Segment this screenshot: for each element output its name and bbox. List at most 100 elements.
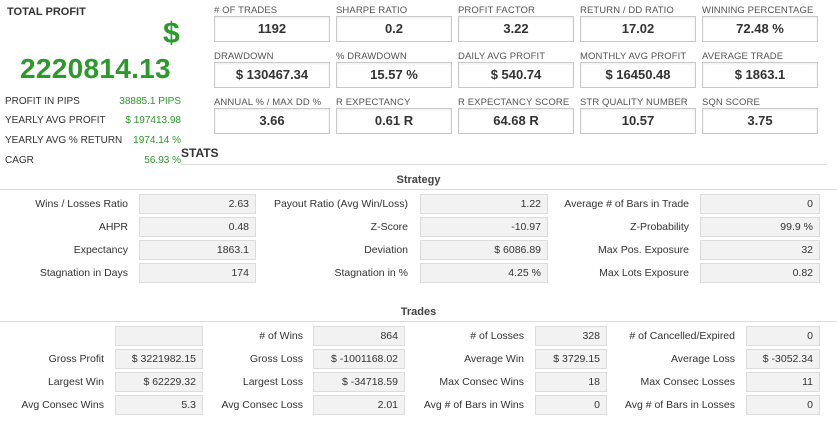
stat-value: 4.25 % xyxy=(420,263,548,283)
trade-value: 0 xyxy=(746,395,820,415)
stat-label: Z-Score xyxy=(370,221,408,233)
metric-value: 0.2 xyxy=(336,16,452,42)
yearly-avg-return-row: YEARLY AVG % RETURN 1974.14 % xyxy=(5,134,181,148)
stat-label: Deviation xyxy=(364,244,408,256)
metric-value: $ 540.74 xyxy=(458,62,574,88)
trade-label: Avg Consec Loss xyxy=(221,399,303,411)
dollar-icon: $ xyxy=(163,17,180,50)
divider xyxy=(0,189,837,190)
metric-value: 0.61 R xyxy=(336,108,452,134)
metric-label: ANNUAL % / MAX DD % xyxy=(214,97,322,108)
metric-label: STR QUALITY NUMBER xyxy=(580,97,688,108)
stat-value: 0.48 xyxy=(139,217,256,237)
metric-value: $ 16450.48 xyxy=(580,62,696,88)
stat-value: 1863.1 xyxy=(139,240,256,260)
yearly-avg-profit-value: $ 197413.98 xyxy=(125,115,181,126)
trade-value: $ 62229.32 xyxy=(115,372,203,392)
cagr-label: CAGR xyxy=(5,155,34,166)
trade-label: # of Cancelled/Expired xyxy=(629,330,735,342)
trade-value: 0 xyxy=(535,395,607,415)
stat-label: Stagnation in Days xyxy=(39,267,128,279)
trades-title: Trades xyxy=(400,306,437,318)
stat-label: Z-Probability xyxy=(630,221,689,233)
cagr-row: CAGR 56.93 % xyxy=(5,154,181,168)
metric-value: 17.02 xyxy=(580,16,696,42)
metric-value: 10.57 xyxy=(580,108,696,134)
trade-value: 0 xyxy=(746,326,820,346)
metric-value: 3.75 xyxy=(702,108,818,134)
trade-value: 2.01 xyxy=(313,395,405,415)
stat-label: Average # of Bars in Trade xyxy=(564,198,689,210)
yearly-avg-profit-label: YEARLY AVG PROFIT xyxy=(5,115,106,126)
metric-value: 64.68 R xyxy=(458,108,574,134)
stat-value: 174 xyxy=(139,263,256,283)
metric-label: SQN SCORE xyxy=(702,97,760,108)
trade-label: Max Consec Wins xyxy=(439,376,524,388)
metric-label: DRAWDOWN xyxy=(214,51,274,62)
trade-value: $ 3221982.15 xyxy=(115,349,203,369)
stat-label: Payout Ratio (Avg Win/Loss) xyxy=(273,198,408,210)
metric-value: 15.57 % xyxy=(336,62,452,88)
metric-value: 3.22 xyxy=(458,16,574,42)
trade-value: 864 xyxy=(313,326,405,346)
metric-value: $ 1863.1 xyxy=(702,62,818,88)
trade-value: $ 3729.15 xyxy=(535,349,607,369)
trade-label: Avg # of Bars in Losses xyxy=(624,399,735,411)
trade-label: # of Wins xyxy=(259,330,303,342)
trade-label: Gross Profit xyxy=(48,353,104,365)
trade-value: 11 xyxy=(746,372,820,392)
stat-value: -10.97 xyxy=(420,217,548,237)
stats-heading: STATS xyxy=(181,146,219,160)
trade-value: $ -1001168.02 xyxy=(313,349,405,369)
metric-label: WINNING PERCENTAGE xyxy=(702,5,814,16)
stat-value: 2.63 xyxy=(139,194,256,214)
profit-in-pips-label: PROFIT IN PIPS xyxy=(5,96,80,107)
stat-label: AHPR xyxy=(98,221,128,233)
metric-label: RETURN / DD RATIO xyxy=(580,5,674,16)
metric-value: $ 130467.34 xyxy=(214,62,330,88)
stat-label: Stagnation in % xyxy=(334,267,408,279)
stat-value: 32 xyxy=(700,240,820,260)
profit-in-pips-value: 38885.1 PIPS xyxy=(119,96,181,107)
metric-label: R EXPECTANCY xyxy=(336,97,411,108)
trade-value: $ -3052.34 xyxy=(746,349,820,369)
metric-label: AVERAGE TRADE xyxy=(702,51,784,62)
metric-value: 72.48 % xyxy=(702,16,818,42)
metric-label: % DRAWDOWN xyxy=(336,51,407,62)
trade-value-empty xyxy=(115,326,203,346)
metric-label: MONTHLY AVG PROFIT xyxy=(580,51,687,62)
stat-value: 1.22 xyxy=(420,194,548,214)
trade-label: Largest Win xyxy=(47,376,104,388)
stat-value: 0 xyxy=(700,194,820,214)
trade-value: $ -34718.59 xyxy=(313,372,405,392)
total-profit-value: 2220814.13 xyxy=(20,53,171,84)
trade-label: Average Loss xyxy=(670,353,735,365)
yearly-avg-profit-row: YEARLY AVG PROFIT $ 197413.98 xyxy=(5,114,181,128)
yearly-avg-return-value: 1974.14 % xyxy=(133,135,181,146)
trade-label: Avg Consec Wins xyxy=(21,399,104,411)
trade-label: Gross Loss xyxy=(249,353,303,365)
divider xyxy=(0,321,837,322)
trade-value: 18 xyxy=(535,372,607,392)
profit-in-pips-row: PROFIT IN PIPS 38885.1 PIPS xyxy=(5,95,181,109)
stat-label: Expectancy xyxy=(73,244,128,256)
metric-value: 1192 xyxy=(214,16,330,42)
trade-value: 328 xyxy=(535,326,607,346)
trade-label: Largest Loss xyxy=(242,376,303,388)
total-profit-title: TOTAL PROFIT xyxy=(7,6,86,18)
stat-label: Wins / Losses Ratio xyxy=(35,198,128,210)
metric-label: PROFIT FACTOR xyxy=(458,5,535,16)
trade-label: Max Consec Losses xyxy=(640,376,735,388)
metric-label: R EXPECTANCY SCORE xyxy=(458,97,570,108)
trade-value: 5.3 xyxy=(115,395,203,415)
cagr-value: 56.93 % xyxy=(144,155,181,166)
trade-label: # of Losses xyxy=(470,330,524,342)
metric-label: # OF TRADES xyxy=(214,5,278,16)
divider xyxy=(181,164,827,165)
stat-label: Max Pos. Exposure xyxy=(597,244,689,256)
stat-value: 0.82 xyxy=(700,263,820,283)
strategy-title: Strategy xyxy=(396,174,441,186)
metric-value: 3.66 xyxy=(214,108,330,134)
stat-label: Max Lots Exposure xyxy=(599,267,689,279)
trade-label: Avg # of Bars in Wins xyxy=(423,399,524,411)
